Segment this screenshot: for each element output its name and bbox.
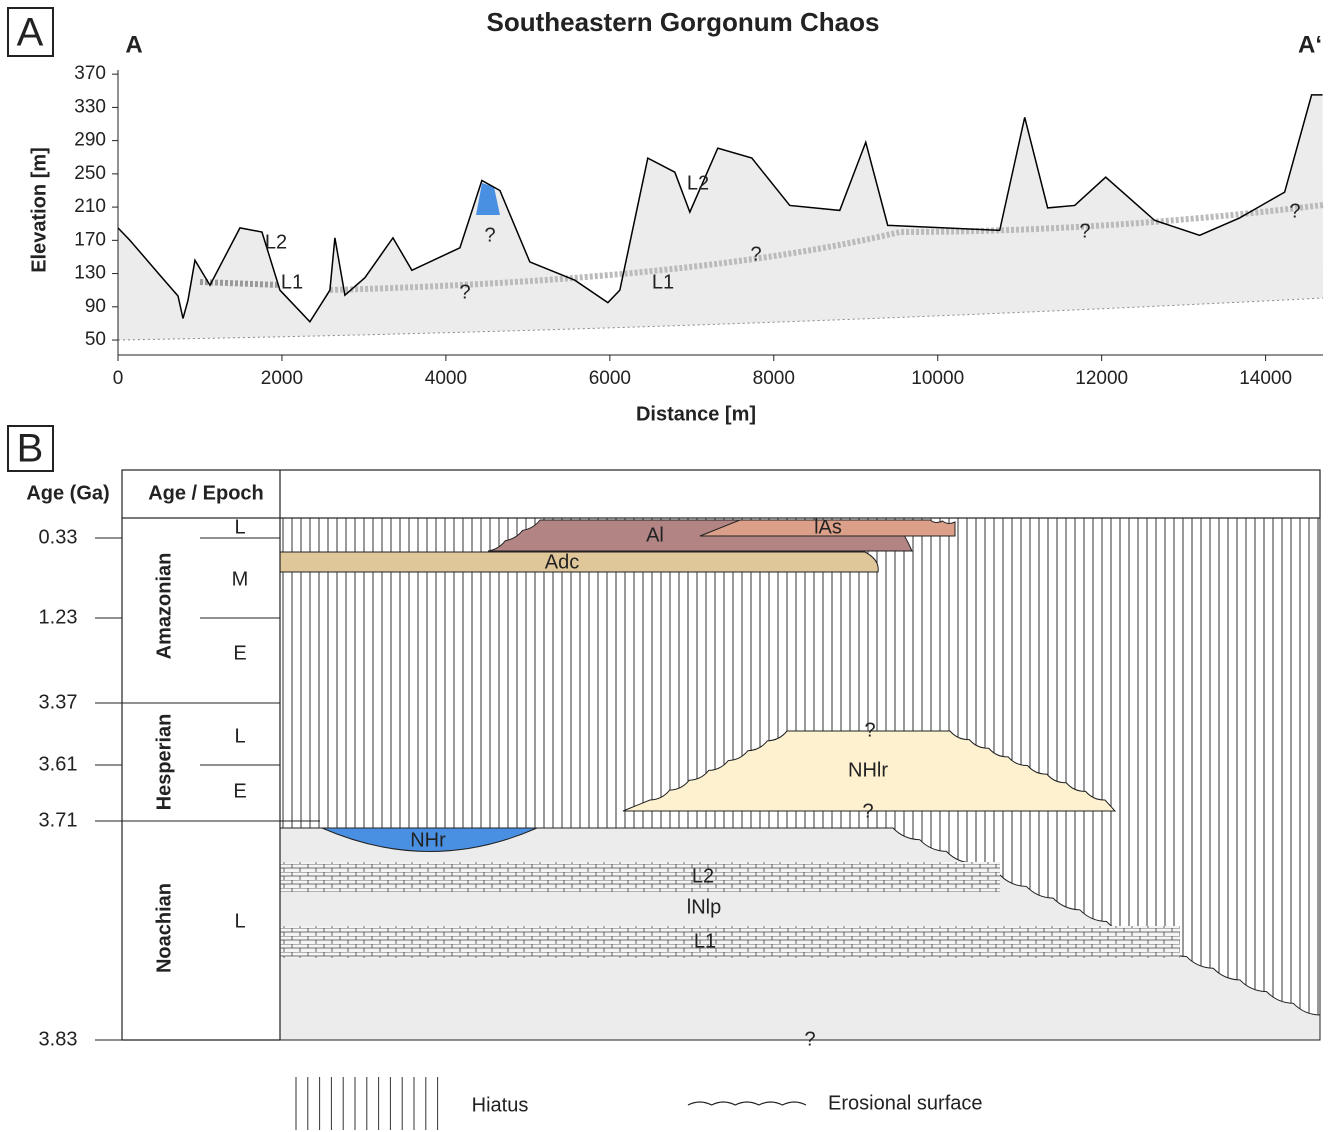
- unit-label: L1: [694, 930, 716, 952]
- erosion-symbol: [687, 1101, 807, 1106]
- annotation: L1: [281, 271, 303, 293]
- panel-label: A: [17, 11, 44, 55]
- y-tick-label: 370: [74, 63, 106, 84]
- x-tick-label: 6000: [589, 368, 631, 389]
- age-label: 3.37: [39, 691, 78, 713]
- x-tick-label: 12000: [1075, 368, 1128, 389]
- y-tick-label: 170: [74, 229, 106, 250]
- age-label: 1.23: [39, 606, 78, 628]
- unit-nhr: [321, 827, 538, 852]
- annotation: L1: [652, 271, 674, 293]
- y-tick-label: 290: [74, 130, 106, 151]
- profile-line: [117, 94, 1323, 323]
- layer-l1: [329, 202, 1324, 293]
- y-tick-label: 330: [74, 96, 106, 117]
- unit-label: Al: [646, 524, 664, 546]
- unknown-label: ?: [862, 800, 873, 822]
- period-label: Noachian: [153, 883, 175, 973]
- period-label: Hesperian: [153, 714, 175, 811]
- age-label: 0.33: [39, 526, 78, 548]
- unit-label: lNlp: [687, 896, 721, 918]
- legend-hiatus: [295, 1077, 807, 1130]
- epoch-label: L: [234, 516, 245, 538]
- profile-fill: [118, 94, 1323, 340]
- y-tick-label: 210: [74, 196, 106, 217]
- epoch-label: E: [233, 780, 246, 802]
- unknown-label: ?: [864, 719, 875, 741]
- header: Age / Epoch: [148, 482, 264, 504]
- annotation: ?: [484, 224, 495, 246]
- chart-title: Southeastern Gorgonum Chaos: [487, 7, 880, 37]
- y-tick-label: 250: [74, 163, 106, 184]
- epoch-label: E: [233, 642, 246, 664]
- annotation: ?: [459, 281, 470, 303]
- annotation: ?: [750, 243, 761, 265]
- legend-label: Erosional surface: [828, 1092, 983, 1114]
- water-fill: [476, 183, 500, 215]
- unit-label: L2: [692, 865, 714, 887]
- section-start: A: [125, 31, 142, 58]
- stratigraphy: 0.33 1.23 3.37 3.61 3.71 3.83 Amazonian Hesperi…: [39, 516, 1321, 1050]
- x-tick-label: 4000: [425, 368, 467, 389]
- epoch-label: L: [234, 725, 245, 747]
- epoch-label: M: [232, 568, 249, 590]
- y-axis-label: Elevation [m]: [28, 147, 50, 273]
- annotation: L2: [265, 231, 287, 253]
- unit-l1-band: [280, 926, 1180, 958]
- unit-label: lAs: [814, 516, 842, 538]
- x-tick-label: 10000: [911, 368, 964, 389]
- panel-box: [7, 425, 54, 472]
- unit-adc: [279, 551, 879, 573]
- x-tick-label: 14000: [1239, 368, 1292, 389]
- legend-label: Hiatus: [472, 1094, 529, 1116]
- section-end: A‘: [1298, 31, 1322, 58]
- unit-nhlr: [622, 730, 1117, 812]
- annotation: L2: [687, 172, 709, 194]
- profile-plot: 50 90 130 170 210 250 290 330 370 0 2000 4000 6000 80…: [74, 63, 1324, 389]
- annotation: ?: [1079, 220, 1090, 242]
- x-tick-label: 8000: [753, 368, 795, 389]
- period-label: Amazonian: [153, 553, 175, 660]
- panel-label: B: [17, 427, 44, 471]
- layer-l2: [199, 279, 281, 288]
- unit-label: NHlr: [848, 759, 888, 781]
- unit-las: [699, 519, 956, 537]
- x-axis-label: Distance [m]: [636, 403, 756, 425]
- unit-label: Adc: [545, 551, 579, 573]
- y-tick-label: 50: [85, 329, 106, 350]
- header: Age (Ga): [26, 482, 109, 504]
- epoch-label: L: [234, 910, 245, 932]
- unit-l2-band: [280, 862, 1000, 892]
- x-tick-label: 2000: [261, 368, 303, 389]
- unknown-label: ?: [804, 1028, 815, 1050]
- unit-label: NHr: [410, 829, 446, 851]
- x-tick-label: 0: [113, 368, 124, 389]
- annotation: ?: [1289, 200, 1300, 222]
- y-tick-label: 130: [74, 263, 106, 284]
- y-tick-label: 90: [85, 296, 106, 317]
- header-row: [121, 469, 1321, 519]
- panel-box: [7, 7, 54, 57]
- age-label: 3.61: [39, 753, 78, 775]
- age-label: 3.71: [39, 809, 78, 831]
- age-label: 3.83: [39, 1028, 78, 1050]
